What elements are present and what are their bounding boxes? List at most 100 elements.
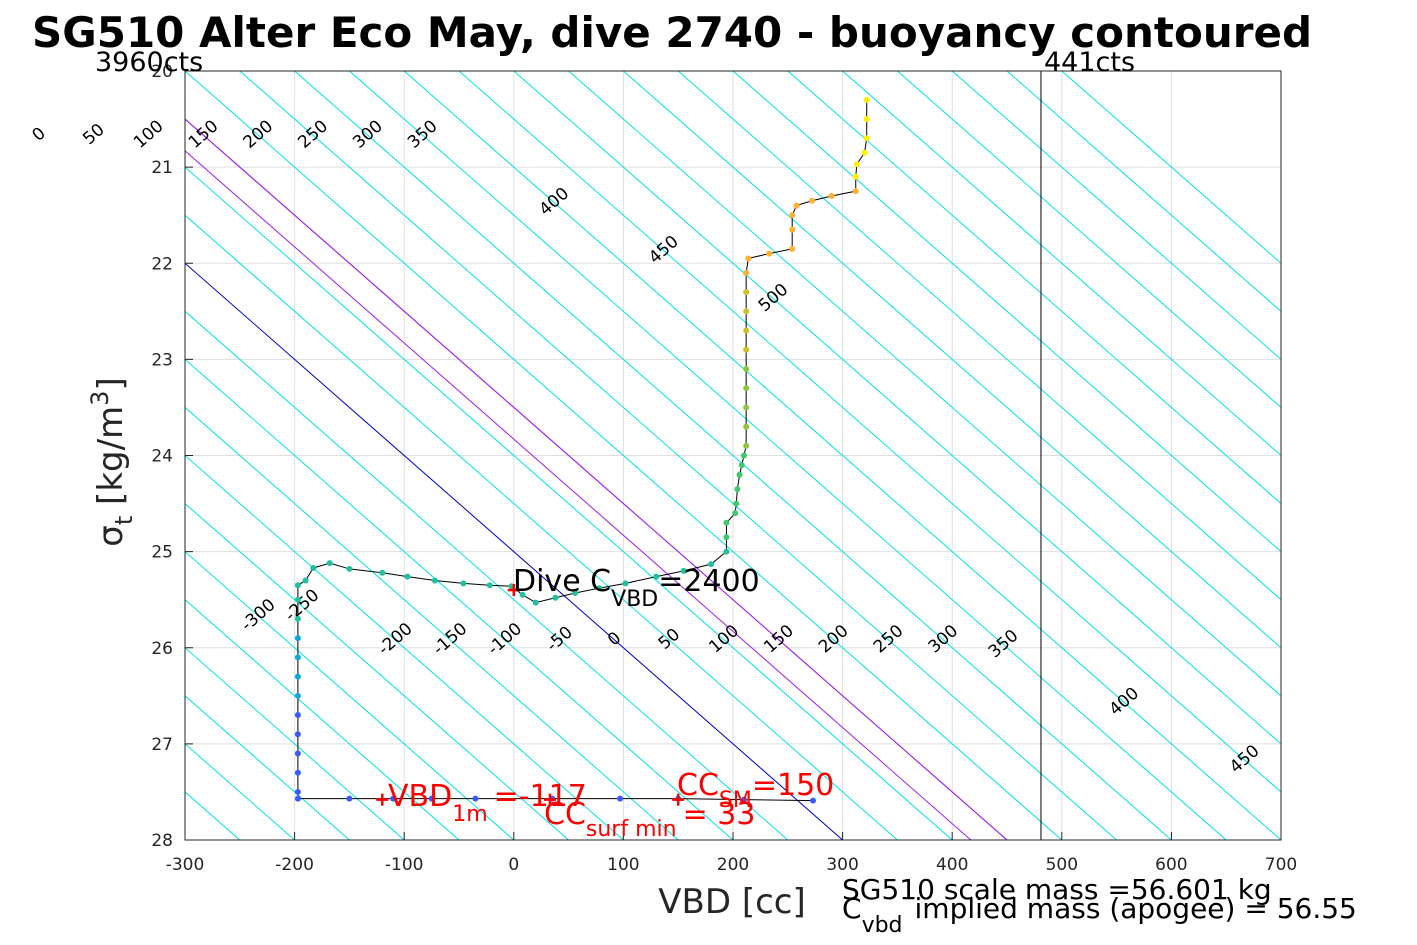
profile-point: [294, 788, 301, 795]
contour-line: [349, 71, 1227, 840]
profile-point: [708, 561, 715, 568]
contour-line: [294, 71, 1172, 840]
x-tick-label: 600: [1155, 855, 1187, 875]
profile-point: [294, 712, 301, 719]
contour-line: [1006, 71, 1281, 312]
contour-line: [185, 599, 460, 840]
profile-point: [852, 188, 859, 195]
y-tick-label: 22: [151, 254, 173, 274]
vbd-1m-marker: [376, 793, 389, 806]
cc-surf-sub: surf min: [586, 817, 677, 842]
profile-point: [472, 795, 479, 802]
profile-point: [460, 580, 467, 587]
cc-surf-min-marker: [543, 793, 556, 806]
contour-line: [568, 71, 1281, 697]
contour-label: 50: [79, 120, 108, 149]
y-label-sup: 3: [86, 391, 114, 406]
contour-label: 100: [130, 116, 168, 152]
contour-line: [185, 502, 569, 840]
profile-point: [596, 585, 603, 592]
profile-point: [743, 404, 750, 411]
buoyancy-contours: [185, 71, 1281, 840]
scale-mass-text: SG510 scale mass =56.601 kg: [842, 873, 1272, 906]
y-tick-label: 27: [151, 735, 173, 755]
x-axis-label: VBD [cc]: [658, 882, 806, 922]
contour-line: [1061, 71, 1281, 264]
contour-line: [842, 71, 1281, 457]
profile-point: [346, 795, 353, 802]
dive-c-marker: [507, 584, 520, 597]
x-tick-label: 400: [936, 855, 968, 875]
y-tick-label: 25: [151, 543, 173, 563]
x-tick-label: 300: [826, 855, 858, 875]
y-label-close: ]: [91, 377, 131, 390]
contour-line: [951, 71, 1281, 361]
vbd1m-sub: 1m: [452, 802, 487, 827]
contour-line: [185, 166, 953, 840]
vbd1m-main: VBD: [388, 779, 452, 814]
profile-point: [723, 548, 730, 555]
y-tick-label: 26: [151, 639, 173, 659]
profile-point: [431, 577, 438, 584]
profile-point: [302, 577, 309, 584]
profile-point: [743, 423, 750, 430]
contour-line: [185, 647, 405, 840]
profile-point: [404, 573, 411, 580]
x-tick-label: 500: [1046, 855, 1078, 875]
contour-line: [239, 71, 1117, 840]
profile-point: [743, 346, 750, 353]
implied-mass-text: Cvbd implied mass (apogee) = 56.55: [842, 892, 1357, 938]
profile-point: [486, 582, 493, 589]
y-tick-label: 28: [151, 831, 173, 851]
profile-point: [294, 582, 301, 589]
profile-point: [828, 192, 835, 199]
contour-line: [185, 358, 734, 840]
profile-point: [732, 510, 739, 517]
cc-sm-sub: SM: [719, 788, 752, 813]
y-label-sub: t: [110, 516, 138, 525]
contour-line: [185, 118, 1008, 840]
profile-point: [743, 289, 750, 296]
profile-point: [738, 462, 745, 469]
profile-point: [519, 591, 526, 598]
contour-line: [897, 71, 1281, 409]
implied-main: C: [842, 892, 862, 925]
profile-point: [766, 250, 773, 257]
contour-label: 0: [29, 123, 50, 145]
cc-sm-value: =150: [752, 768, 834, 803]
profile-point: [294, 769, 301, 776]
contour-line: [787, 71, 1281, 505]
profile-point: [294, 596, 301, 603]
profile-point: [680, 567, 687, 574]
profile-point: [294, 635, 301, 642]
contour-line: [623, 71, 1281, 649]
contour-line: [185, 150, 972, 840]
profile-point: [622, 580, 629, 587]
profile-point: [653, 573, 660, 580]
profile-point: [789, 245, 796, 252]
x-tick-label: 200: [717, 855, 749, 875]
profile-point: [861, 149, 868, 156]
dive-c-sub: VBD: [611, 587, 658, 612]
contour-line: [185, 214, 898, 840]
profile-point: [852, 173, 859, 180]
profile-point: [294, 654, 301, 661]
contour-line: [185, 71, 1063, 840]
y-tick-label: 21: [151, 158, 173, 178]
profile-point: [789, 226, 796, 233]
profile-point: [808, 197, 815, 204]
profile-point: [310, 564, 317, 571]
y-tick-label: 24: [151, 447, 173, 467]
profile-point: [734, 486, 741, 493]
profile-point: [736, 471, 743, 478]
y-tick-label: 20: [151, 62, 173, 82]
contour-line: [677, 71, 1281, 601]
profile-point: [294, 731, 301, 738]
vbd1m-value: =-117: [494, 779, 587, 814]
y-label-units: [kg/m: [91, 406, 131, 505]
profile-point: [294, 692, 301, 699]
profile-point: [723, 534, 730, 541]
cc-surf-annotation: CCsurf min = 33: [544, 797, 755, 842]
profile-point: [743, 327, 750, 334]
